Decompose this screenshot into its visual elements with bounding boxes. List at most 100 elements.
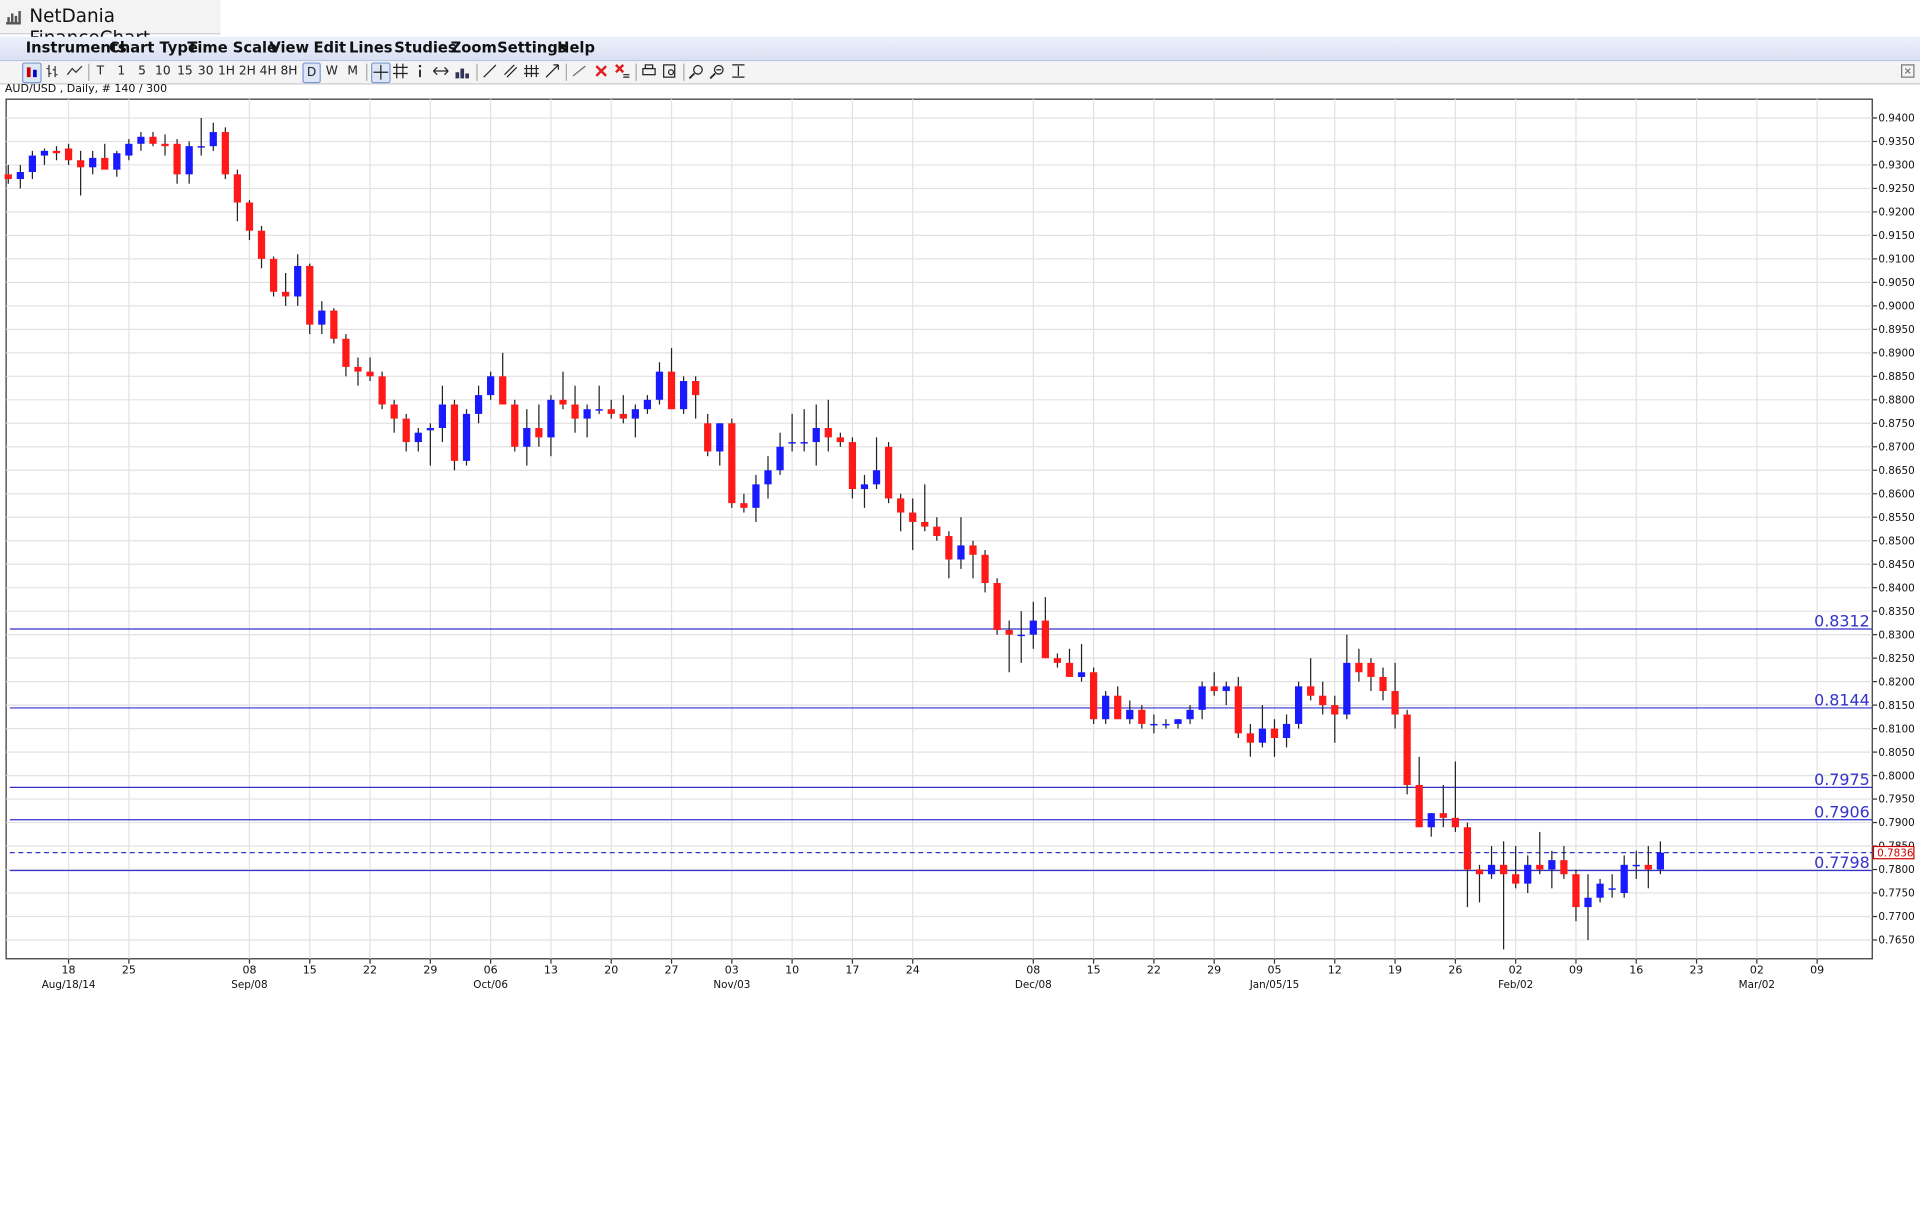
candle-body (197, 146, 205, 148)
arrow-line-icon[interactable] (544, 62, 561, 80)
x-tick-label: 29 (423, 963, 437, 976)
y-tick-label: 0.8650 (1878, 465, 1914, 477)
timeframe-1h[interactable]: 1H (218, 64, 236, 79)
trend-line-icon[interactable] (481, 62, 498, 80)
candle-body (704, 423, 712, 452)
grid-icon[interactable] (392, 62, 409, 80)
candle-body (438, 404, 447, 428)
x-tick-label: 25 (122, 963, 136, 976)
candle-body (848, 442, 857, 490)
fibonacci-icon[interactable] (523, 62, 540, 80)
candle-body (1065, 662, 1074, 677)
candle-body (354, 366, 362, 372)
toolbar: T 1 5 10 15 30 1H 2H 4H 8H D W M (0, 61, 1920, 85)
timeframe-4h[interactable]: 4H (259, 64, 277, 79)
candle-body (1258, 728, 1267, 743)
menu-settings[interactable]: Settings (497, 39, 567, 57)
trend-channel-icon[interactable] (502, 62, 519, 80)
candle-body (945, 536, 953, 560)
candle-body (1475, 869, 1484, 875)
candle-body (1632, 864, 1640, 867)
menu-lines[interactable]: Lines (348, 39, 393, 57)
candle-body (366, 371, 374, 377)
timeframe-8h[interactable]: 8H (280, 64, 298, 79)
candle-body (1536, 864, 1544, 870)
zoom-in-icon[interactable] (688, 62, 705, 80)
timeframe-5[interactable]: 5 (138, 64, 146, 79)
info-icon[interactable] (413, 62, 428, 80)
line-chart-icon[interactable] (66, 62, 83, 80)
menu-instruments[interactable]: Instruments (25, 39, 127, 57)
y-tick-label: 0.7700 (1878, 911, 1914, 923)
candle-body (1524, 864, 1532, 884)
candle-body (426, 427, 434, 431)
candle-body (257, 230, 266, 259)
y-tick-label: 0.9100 (1878, 254, 1914, 266)
timeframe-t[interactable]: T (96, 64, 105, 79)
candle-body (64, 148, 73, 161)
menu-time-scale[interactable]: Time Scale (187, 39, 278, 57)
candle-body (619, 413, 627, 419)
candle-body (1294, 686, 1303, 724)
ohlc-bar-icon[interactable] (44, 62, 61, 80)
candle-body (1102, 695, 1110, 720)
y-tick-label: 0.8500 (1878, 535, 1914, 547)
level-label: 0.7798 (1814, 853, 1870, 872)
level-label: 0.7975 (1814, 770, 1870, 789)
candle-body (1307, 686, 1315, 696)
candle-body (571, 404, 579, 419)
menu-view[interactable]: View (269, 39, 310, 57)
candle-body (1656, 852, 1664, 870)
y-tick-label: 0.9000 (1878, 301, 1914, 313)
panel-toggle-icon[interactable] (1899, 62, 1916, 80)
timeframe-d[interactable]: D (302, 62, 321, 84)
menu-chart-type[interactable]: Chart Type (108, 39, 198, 57)
zoom-out-icon[interactable] (709, 62, 726, 80)
timeframe-2h[interactable]: 2H (238, 64, 256, 79)
candle-body (1114, 695, 1122, 720)
x-tick-label: 22 (363, 963, 377, 976)
candle-body (450, 404, 459, 461)
candle-body (679, 381, 688, 410)
timeframe-1[interactable]: 1 (117, 64, 126, 79)
candle-body (1439, 813, 1447, 818)
candle-body (378, 376, 386, 405)
move-icon[interactable] (432, 62, 449, 80)
print-icon[interactable] (640, 62, 657, 80)
x-tick-label: 06 (484, 963, 498, 976)
volume-icon[interactable] (454, 62, 471, 80)
candle-body (499, 376, 507, 405)
candle-body (752, 484, 760, 508)
current-price-label: 0.7836 (1877, 847, 1913, 859)
y-tick-label: 0.9300 (1878, 160, 1914, 172)
candle-body (16, 171, 24, 180)
y-tick-label: 0.8300 (1878, 629, 1914, 641)
y-tick-label: 0.9200 (1878, 207, 1914, 219)
timeframe-m[interactable]: M (347, 64, 358, 79)
candle-body (535, 427, 543, 438)
menu-zoom[interactable]: Zoom (450, 39, 497, 57)
level-label: 0.7906 (1814, 802, 1870, 821)
candle-chart-icon[interactable] (22, 62, 42, 84)
timeframe-30[interactable]: 30 (197, 64, 214, 79)
timeframe-10[interactable]: 10 (155, 64, 171, 79)
candle-body (1150, 723, 1158, 726)
draw-line-icon[interactable] (571, 62, 588, 80)
zoom-fit-icon[interactable] (730, 62, 747, 80)
print-preview-icon[interactable] (661, 62, 678, 80)
menu-studies[interactable]: Studies (394, 39, 457, 57)
y-tick-label: 0.8150 (1878, 700, 1914, 712)
menu-edit[interactable]: Edit (313, 39, 347, 57)
delete-icon[interactable] (593, 62, 610, 80)
crosshair-icon[interactable] (371, 62, 391, 84)
timeframe-15[interactable]: 15 (177, 64, 193, 79)
candle-body (390, 404, 398, 419)
candle-body (282, 291, 290, 297)
delete-all-icon[interactable] (613, 62, 630, 80)
menu-help[interactable]: Help (557, 39, 595, 57)
x-tick-label: 03 (725, 963, 739, 976)
y-tick-label: 0.9250 (1878, 183, 1914, 195)
timeframe-w[interactable]: W (325, 64, 338, 79)
candle-body (1282, 723, 1291, 739)
